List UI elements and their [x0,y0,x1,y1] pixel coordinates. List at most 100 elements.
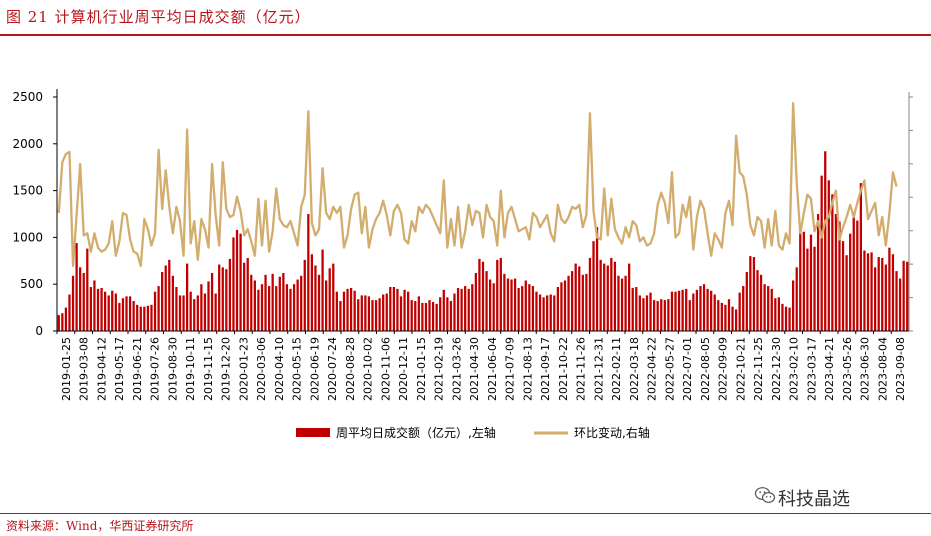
bar [677,290,681,331]
bar [481,261,485,331]
y-tick-label: 1000 [12,230,43,244]
bar [813,246,816,331]
bar [713,294,716,331]
bar [570,271,574,331]
x-tick-label: 2021-01-15 [415,337,428,401]
x-tick-label: 2020-01-23 [237,337,250,401]
bar [645,295,649,331]
bar [328,268,331,331]
bar [891,254,895,331]
bar [389,287,392,331]
x-tick-label: 2023-08-04 [876,337,889,401]
x-tick-label: 2019-05-17 [113,337,126,401]
bar [620,278,624,331]
bar [652,300,656,331]
bar [873,267,877,331]
bar [563,280,567,331]
y-tick-label: 500 [20,277,43,291]
bar [250,274,253,331]
bar [64,307,68,331]
x-tick-label: 2019-07-26 [149,337,162,401]
bar [763,284,766,331]
bar [538,294,542,331]
bar [717,300,720,331]
bar [852,212,855,331]
bar [132,301,135,331]
bar [314,265,317,331]
x-tick-label: 2021-08-13 [521,337,534,401]
bar [285,284,289,331]
x-tick-label: 2023-06-30 [859,337,872,401]
bar [663,300,666,331]
bar [75,243,78,331]
bar [431,301,435,331]
bar [521,286,524,331]
x-tick-label: 2020-08-28 [344,337,357,401]
bar [877,257,880,331]
bar [631,287,634,331]
bar [870,252,873,331]
x-tick-label: 2020-11-06 [379,337,392,401]
x-tick-label: 2020-07-24 [326,337,339,401]
bar [189,291,192,331]
bar [499,257,502,331]
bar [161,272,164,331]
bar [824,151,827,331]
bar [114,293,117,331]
bar [196,295,199,331]
bar [535,291,538,331]
bar [392,287,396,331]
bar [296,279,299,331]
x-tick-label: 2022-07-01 [681,337,694,401]
bar [802,231,805,331]
x-tick-label: 2023-04-21 [823,337,836,401]
bar [667,299,670,331]
x-tick-label: 2022-04-22 [646,337,659,401]
bar [588,257,592,331]
bar [125,296,128,331]
bar [531,286,535,331]
bar [695,289,699,331]
bar [845,255,848,331]
bar [253,280,256,331]
x-tick-label: 2021-04-30 [468,337,481,401]
bar [371,300,374,331]
bar [681,289,684,331]
bar [396,288,399,331]
bar [485,271,488,331]
bar [218,264,221,331]
bar [82,272,85,331]
bar [146,305,150,331]
bar [282,272,285,331]
bar [321,249,324,331]
bar [506,278,510,331]
bar [738,292,741,331]
bar [767,286,770,331]
bar [325,280,328,331]
x-tick-label: 2020-12-11 [397,337,410,401]
bar [617,275,620,331]
bar [96,288,100,331]
bar [816,214,820,331]
bar [884,264,887,331]
bar [168,259,171,331]
bar [374,300,378,331]
bar [517,287,520,331]
legend-bar-label: 周平均日成交额（亿元）,左轴 [336,425,496,440]
bar [595,227,599,331]
bar [528,284,531,331]
y-tick-label: 2000 [12,137,43,151]
bar [267,286,271,331]
bar [585,273,588,331]
x-tick-label: 2022-05-27 [663,337,676,401]
bar [442,289,445,331]
bar [364,295,367,331]
bar [100,287,103,331]
bar [649,292,652,331]
bar [182,295,185,331]
bar [599,259,602,331]
bar [574,263,577,331]
bar [613,261,617,331]
bar [642,298,645,331]
legend-line-label: 环比变动,右轴 [574,425,650,440]
